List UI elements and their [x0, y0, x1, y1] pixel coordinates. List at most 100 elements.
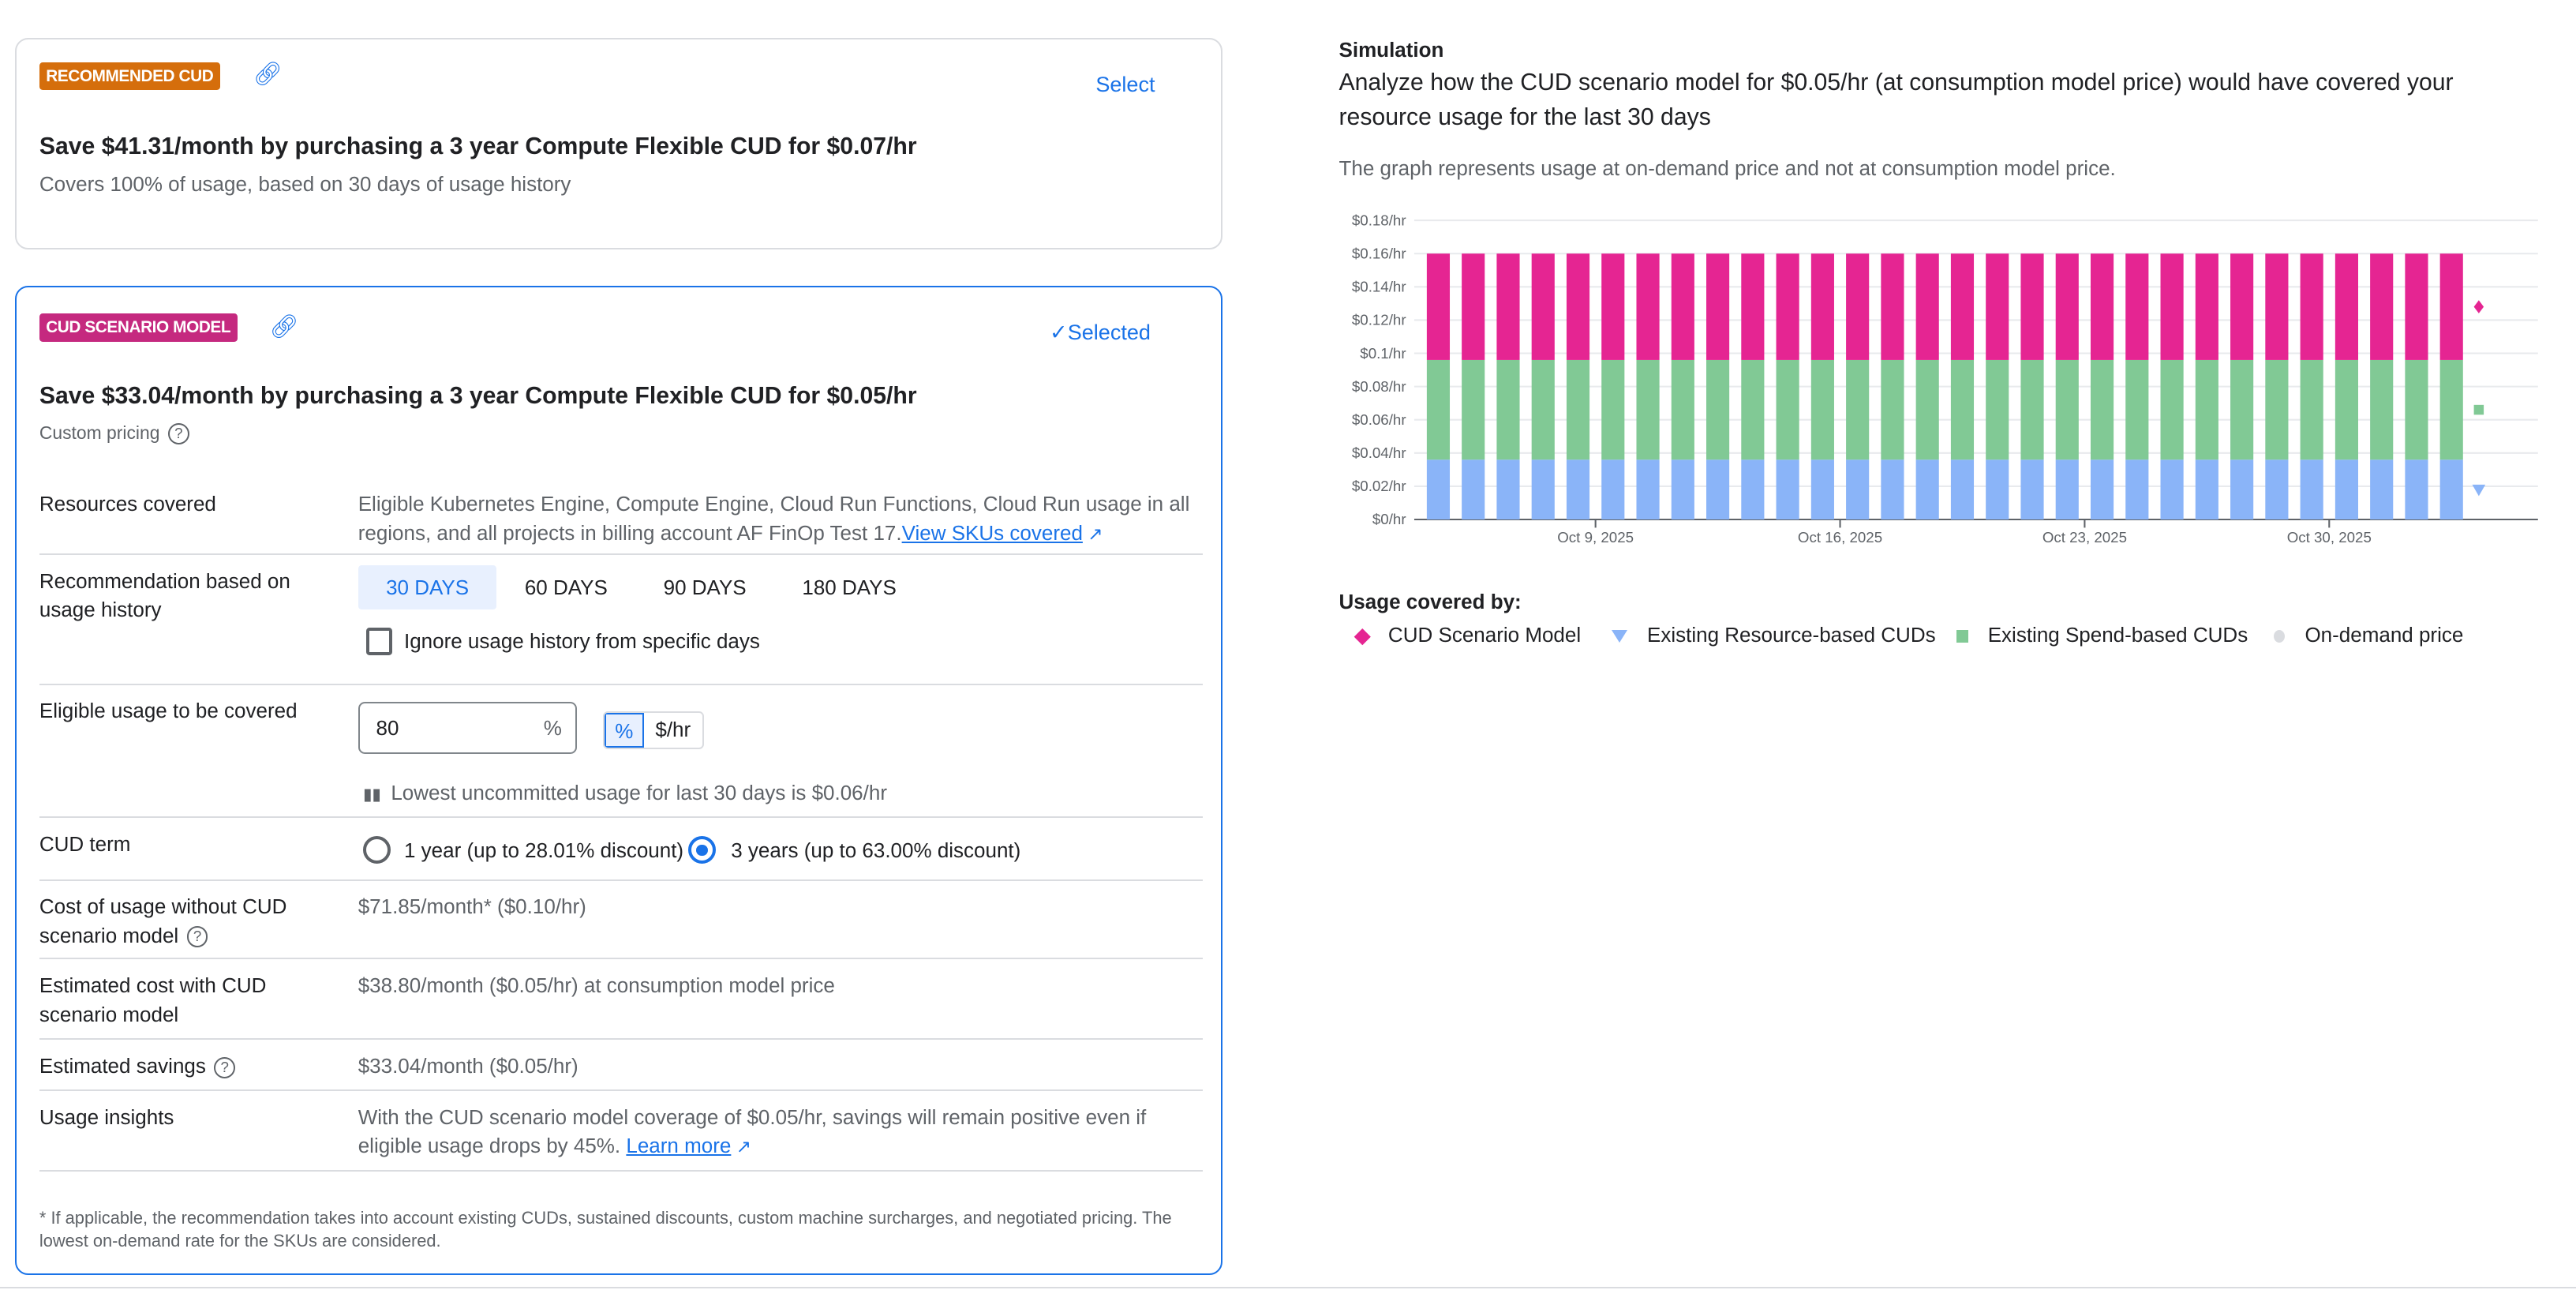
term-label: CUD term — [39, 832, 131, 857]
row-cost-with: Estimated cost with CUD scenario model $… — [39, 958, 1203, 1041]
diamond-marker — [2473, 300, 2484, 313]
bar-existing-spend-based-cuds — [2439, 359, 2464, 460]
term-1-year-label[interactable]: 1 year (up to 28.01% discount) — [403, 838, 684, 862]
unit-percent[interactable]: % — [604, 713, 644, 748]
external-link-icon: ↗ — [1082, 523, 1103, 544]
bar-existing-resource-based-cuds — [2405, 459, 2428, 519]
y-tick-label: $0.14/hr — [1352, 278, 1406, 294]
bar-existing-resource-based-cuds — [1462, 459, 1485, 519]
bar-cud-scenario-model — [2265, 253, 2289, 360]
bar-existing-spend-based-cuds — [1986, 359, 2009, 460]
bar-existing-resource-based-cuds — [2230, 459, 2254, 519]
row-usage-insights: Usage insights With the CUD scenario mod… — [39, 1089, 1203, 1172]
help-icon[interactable]: ? — [167, 423, 189, 445]
term-1-year-radio[interactable] — [362, 836, 391, 864]
unit-toggle: % $/hr — [602, 711, 704, 749]
bar-cud-scenario-model — [2196, 253, 2219, 360]
recommended-cud-badge: RECOMMENDED CUD — [39, 62, 220, 91]
legend-spend-based[interactable]: Existing Spend-based CUDs — [1956, 623, 2248, 647]
bar-existing-spend-based-cuds — [1776, 359, 1799, 460]
term-3-year-radio[interactable] — [688, 836, 717, 864]
help-icon[interactable]: ? — [214, 1056, 236, 1078]
recommended-cud-card[interactable]: RECOMMENDED CUD 🔗︎ Select Save $41.31/mo… — [14, 37, 1222, 250]
usage-chart: $0/hr $0.02/hr $0.04/hr $0.06/hr $0.08/hr $0.… — [1352, 212, 2539, 546]
savings-value: $33.04/month ($0.05/hr) — [358, 1054, 578, 1078]
link-icon[interactable]: 🔗︎ — [253, 61, 283, 87]
cost-without-value: $71.85/month* ($0.10/hr) — [358, 894, 586, 919]
bar-existing-resource-based-cuds — [2091, 459, 2114, 519]
bar-existing-spend-based-cuds — [1915, 359, 1940, 460]
bar-cud-scenario-model — [1986, 253, 2009, 360]
y-tick-label: $0.06/hr — [1352, 411, 1406, 428]
resources-value: Eligible Kubernetes Engine, Compute Engi… — [358, 489, 1200, 548]
bar-existing-resource-based-cuds — [1811, 459, 1835, 519]
legend-cud-scenario-model[interactable]: CUD Scenario Model — [1354, 622, 1582, 647]
bar-cud-scenario-model — [1636, 253, 1660, 360]
history-option-60[interactable]: 60 DAYS — [524, 575, 608, 599]
circle-icon — [2273, 629, 2286, 643]
bar-existing-spend-based-cuds — [2370, 359, 2394, 460]
learn-more-link[interactable]: Learn more — [626, 1134, 732, 1158]
legend-label: CUD Scenario Model — [1387, 622, 1582, 647]
history-option-30[interactable]: 30 DAYS — [358, 564, 497, 610]
diamond-icon — [1354, 628, 1371, 645]
bar-existing-spend-based-cuds — [1706, 359, 1730, 460]
x-tick-label: Oct 16, 2025 — [1798, 529, 1882, 546]
recommended-title: Save $41.31/month by purchasing a 3 year… — [39, 133, 917, 159]
bar-cud-scenario-model — [1496, 253, 1520, 360]
bar-cud-scenario-model — [2405, 253, 2428, 360]
bar-existing-spend-based-cuds — [1741, 359, 1765, 460]
bar-existing-spend-based-cuds — [2230, 359, 2254, 460]
row-cost-without: Cost of usage without CUD scenario model… — [39, 879, 1203, 960]
bar-existing-spend-based-cuds — [1462, 359, 1485, 460]
bar-existing-spend-based-cuds — [1951, 359, 1975, 460]
bar-existing-resource-based-cuds — [1427, 459, 1451, 519]
resources-text: Eligible Kubernetes Engine, Compute Engi… — [358, 492, 1190, 545]
help-icon[interactable]: ? — [186, 926, 208, 948]
bar-cud-scenario-model — [1462, 253, 1485, 360]
row-eligible-usage: Eligible usage to be covered 80 % % $/hr… — [39, 684, 1203, 819]
ignore-history-label[interactable]: Ignore usage history from specific days — [403, 629, 760, 654]
bar-existing-spend-based-cuds — [1427, 359, 1451, 460]
insights-label: Usage insights — [39, 1104, 174, 1129]
history-option-90[interactable]: 90 DAYS — [663, 575, 747, 599]
bar-existing-spend-based-cuds — [1811, 359, 1835, 460]
unit-dollar-per-hour[interactable]: $/hr — [655, 718, 691, 742]
bar-cud-scenario-model — [1811, 253, 1835, 360]
cost-without-label-text: Cost of usage without CUD scenario model — [39, 894, 287, 947]
link-icon[interactable]: 🔗︎ — [269, 314, 299, 340]
view-skus-link[interactable]: View SKUs covered — [901, 520, 1083, 545]
eligible-usage-input[interactable]: 80 % — [358, 701, 577, 755]
cud-scenario-model-card[interactable]: CUD SCENARIO MODEL 🔗︎ ✓Selected Save $33… — [14, 286, 1222, 1276]
savings-label: Estimated savings? — [39, 1052, 335, 1080]
ignore-history-checkbox[interactable] — [366, 628, 393, 656]
legend-resource-based[interactable]: Existing Resource-based CUDs — [1612, 623, 1936, 647]
bar-existing-spend-based-cuds — [1881, 359, 1904, 460]
row-usage-history: Recommendation based on usage history 30… — [39, 553, 1203, 685]
term-3-year-label[interactable]: 3 years (up to 63.00% discount) — [731, 838, 1021, 862]
bar-cud-scenario-model — [2230, 253, 2254, 360]
cost-with-label: Estimated cost with CUD scenario model — [39, 973, 267, 1026]
selected-button[interactable]: ✓Selected — [1050, 321, 1151, 345]
graph-note: The graph represents usage at on-demand … — [1339, 156, 2116, 180]
bar-cud-scenario-model — [1567, 253, 1590, 360]
legend-title: Usage covered by: — [1339, 590, 1522, 614]
bar-existing-spend-based-cuds — [1636, 359, 1660, 460]
bar-existing-resource-based-cuds — [1706, 459, 1730, 519]
bar-existing-resource-based-cuds — [2055, 459, 2080, 519]
legend-label: Existing Spend-based CUDs — [1987, 622, 2248, 647]
legend-on-demand[interactable]: On-demand price — [2273, 623, 2463, 647]
simulation-heading: Simulation — [1339, 37, 1444, 62]
bar-existing-resource-based-cuds — [1601, 459, 1625, 519]
bar-existing-resource-based-cuds — [1672, 459, 1695, 519]
bar-chart-icon: ▮▮ — [362, 785, 381, 804]
bar-existing-spend-based-cuds — [2265, 359, 2289, 460]
bar-cud-scenario-model — [1672, 253, 1695, 360]
history-option-180[interactable]: 180 DAYS — [802, 575, 897, 599]
select-button[interactable]: Select — [1095, 72, 1155, 96]
y-tick-label: $0.1/hr — [1361, 345, 1406, 362]
y-tick-label: $0.02/hr — [1352, 478, 1406, 494]
bar-existing-spend-based-cuds — [2160, 359, 2184, 460]
x-tick-label: Oct 9, 2025 — [1558, 529, 1634, 546]
